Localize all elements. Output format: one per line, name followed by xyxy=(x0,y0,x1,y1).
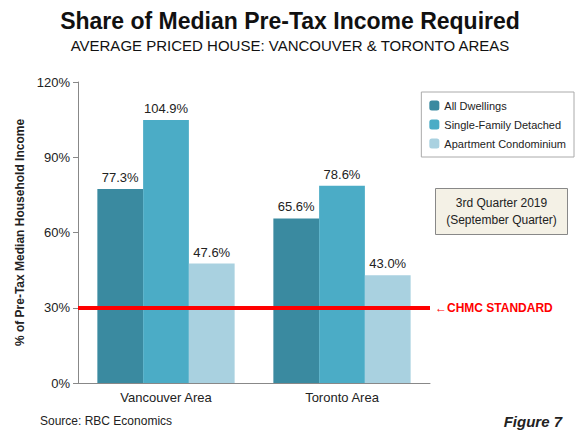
svg-text:Vancouver Area: Vancouver Area xyxy=(120,390,212,405)
svg-text:43.0%: 43.0% xyxy=(369,256,406,271)
svg-text:30%: 30% xyxy=(44,300,70,315)
svg-text:104.9%: 104.9% xyxy=(144,101,189,116)
svg-text:Single-Family Detached: Single-Family Detached xyxy=(444,119,561,131)
svg-text:Figure 7: Figure 7 xyxy=(504,413,563,430)
svg-text:% of Pre-Tax Median Household: % of Pre-Tax Median Household Income xyxy=(13,119,27,346)
svg-text:3rd Quarter 2019: 3rd Quarter 2019 xyxy=(456,196,548,210)
svg-text:0%: 0% xyxy=(51,376,70,391)
svg-text:47.6%: 47.6% xyxy=(193,245,230,260)
svg-text:90%: 90% xyxy=(44,150,70,165)
svg-text:Share of Median Pre-Tax Income: Share of Median Pre-Tax Income Required xyxy=(60,8,520,34)
svg-text:65.6%: 65.6% xyxy=(278,199,315,214)
svg-text:(September Quarter): (September Quarter) xyxy=(446,213,557,227)
svg-text:←CHMC STANDARD: ←CHMC STANDARD xyxy=(435,301,553,315)
svg-text:77.3%: 77.3% xyxy=(102,170,139,185)
svg-text:78.6%: 78.6% xyxy=(324,167,361,182)
svg-text:Source: RBC Economics: Source: RBC Economics xyxy=(40,414,172,428)
svg-text:All Dwellings: All Dwellings xyxy=(444,100,507,112)
svg-text:120%: 120% xyxy=(37,75,71,90)
svg-text:Apartment Condominium: Apartment Condominium xyxy=(444,138,566,150)
svg-text:Toronto Area: Toronto Area xyxy=(305,390,379,405)
svg-text:60%: 60% xyxy=(44,225,70,240)
svg-text:AVERAGE PRICED HOUSE: VANCOUVE: AVERAGE PRICED HOUSE: VANCOUVER & TORONT… xyxy=(71,37,510,54)
